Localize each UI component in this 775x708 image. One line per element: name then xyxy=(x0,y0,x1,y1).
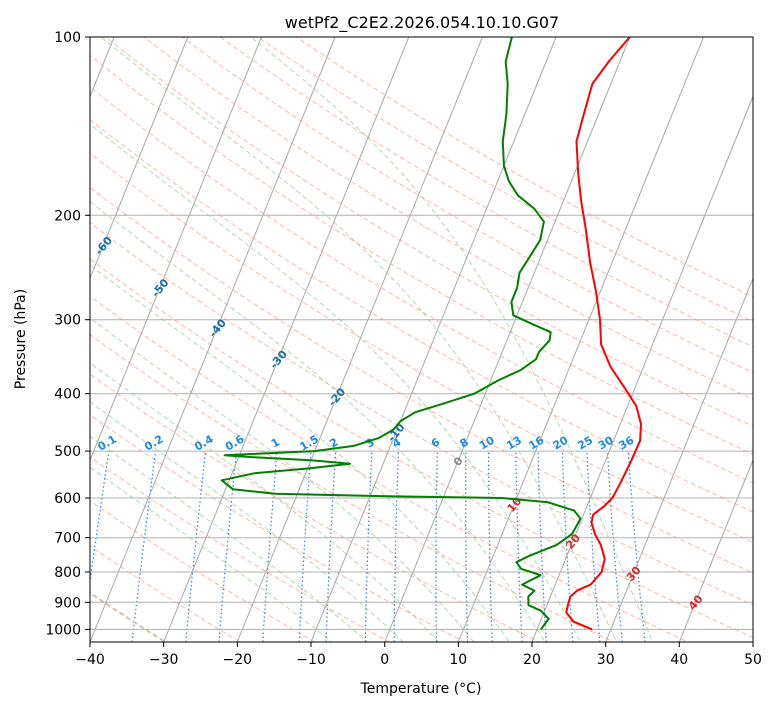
y-axis-label: Pressure (hPa) xyxy=(13,289,29,389)
isotherm xyxy=(384,37,631,642)
x-tick-label: 20 xyxy=(523,652,541,668)
dry-adiabat xyxy=(90,545,241,642)
y-tick-label: 700 xyxy=(54,531,81,547)
isotherm xyxy=(678,458,753,642)
profiles xyxy=(220,37,642,631)
moist-adiabat xyxy=(100,37,618,642)
moist-adiabat xyxy=(90,201,546,642)
dry-adiabat xyxy=(90,258,753,639)
x-tick-label: 40 xyxy=(670,652,688,668)
y-tick-label: 600 xyxy=(54,491,81,507)
x-tick-label: −20 xyxy=(223,652,253,668)
isotherm xyxy=(605,277,753,642)
y-tick-label: 800 xyxy=(54,565,81,581)
x-tick-label: −10 xyxy=(296,652,326,668)
isotherm xyxy=(90,37,189,280)
x-tick-label: 0 xyxy=(380,652,389,668)
x-axis-label: Temperature (°C) xyxy=(360,681,482,697)
x-tick-label: 30 xyxy=(597,652,615,668)
y-tick-label: 200 xyxy=(54,208,81,224)
y-tick-label: 900 xyxy=(54,595,81,611)
temperature-profile xyxy=(565,37,642,631)
x-tick-label: −40 xyxy=(75,652,105,668)
dry-adiabat xyxy=(90,54,753,455)
x-tick-label: −30 xyxy=(149,652,179,668)
isotherm xyxy=(90,37,262,462)
y-tick-label: 500 xyxy=(54,444,81,460)
dewpoint-profile xyxy=(220,37,582,631)
dry-adiabat xyxy=(105,37,753,427)
y-tick-label: 1000 xyxy=(45,622,81,638)
isotherm xyxy=(457,37,704,642)
moist-adiabat xyxy=(90,123,582,642)
isotherm xyxy=(310,37,557,642)
y-tick-label: 400 xyxy=(54,387,81,403)
chart-title: wetPf2_C2E2.2026.054.10.10.G07 xyxy=(285,13,559,33)
y-tick-label: 300 xyxy=(54,313,81,329)
y-tick-label: 100 xyxy=(54,30,81,46)
isotherm xyxy=(236,37,483,642)
x-tick-label: 10 xyxy=(449,652,467,668)
x-tick-label: 50 xyxy=(744,652,762,668)
isotherm xyxy=(531,95,753,642)
grid xyxy=(90,37,753,642)
dry-adiabat xyxy=(90,86,753,484)
isotherm xyxy=(90,37,336,642)
isotherm xyxy=(163,37,410,642)
dry-adiabat xyxy=(90,500,316,642)
axes: −40 −30 −20 −10 0 10 20 30 40 50 100 200 300 400 500 60… xyxy=(45,30,762,668)
plot-frame xyxy=(89,36,754,643)
